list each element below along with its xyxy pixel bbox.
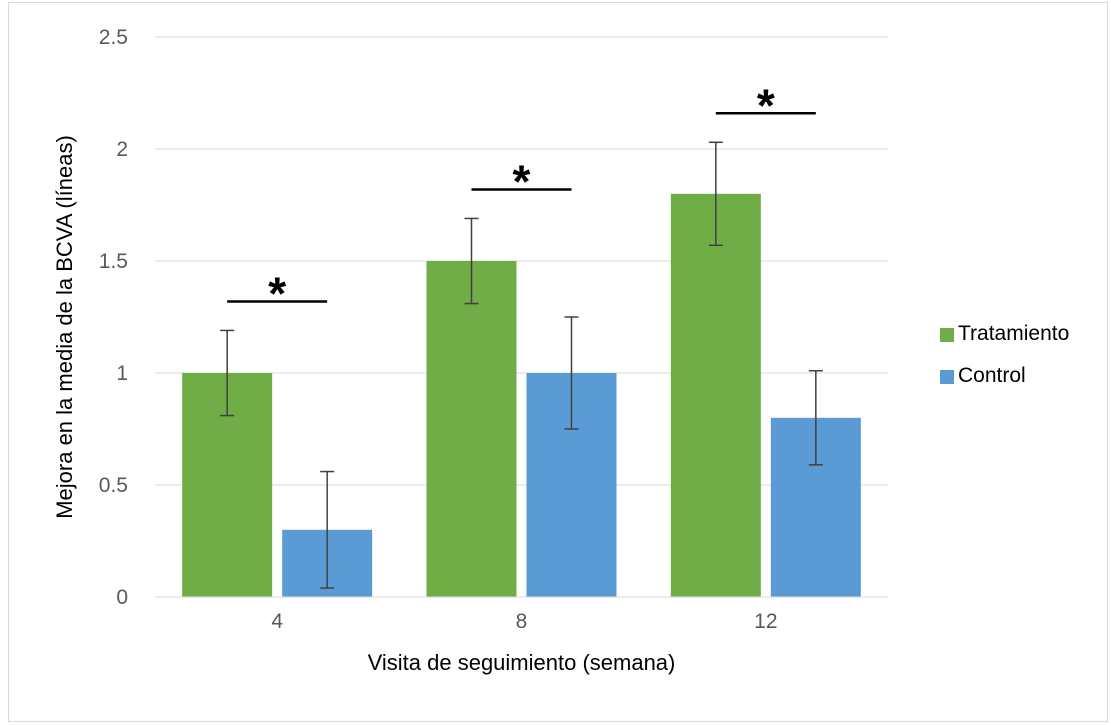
significance-star: * <box>513 155 531 207</box>
x-tick-label: 8 <box>516 610 528 633</box>
y-axis-title: Mejora en la media de la BCVA (líneas) <box>52 135 77 519</box>
legend: Tratamiento Control <box>940 322 1069 387</box>
error-bar <box>708 141 723 247</box>
significance-star: * <box>268 267 286 319</box>
error-bar <box>808 370 823 466</box>
x-tick-label: 4 <box>271 610 283 633</box>
y-tick-label: 1 <box>116 362 128 385</box>
y-tick-label: 0 <box>116 586 128 609</box>
gridlines <box>155 36 888 486</box>
x-axis-title: Visita de seguimiento (semana) <box>368 650 676 675</box>
legend-swatch-control <box>940 370 954 384</box>
bars <box>182 193 861 598</box>
chart-frame <box>8 2 1108 722</box>
x-tick-label: 12 <box>754 610 777 633</box>
error-bar <box>320 470 335 589</box>
error-bar <box>220 329 235 417</box>
legend-label-tratamiento: Tratamiento <box>958 322 1069 345</box>
bar-tratamiento-12 <box>670 193 761 598</box>
x-axis-ticks: 4 8 12 <box>271 610 777 633</box>
significance-markers: * * * <box>227 79 816 319</box>
legend-swatch-tratamiento <box>940 328 954 342</box>
bar-tratamiento-8 <box>426 261 517 597</box>
error-bars <box>220 141 823 589</box>
y-axis-ticks: 0 0.5 1 1.5 2 2.5 <box>99 26 128 609</box>
y-tick-label: 0.5 <box>99 474 128 497</box>
significance-star: * <box>757 79 775 131</box>
y-tick-label: 2.5 <box>99 26 128 49</box>
legend-label-control: Control <box>958 364 1026 387</box>
y-tick-label: 1.5 <box>99 250 128 273</box>
y-tick-label: 2 <box>116 138 128 161</box>
error-bar <box>464 217 479 305</box>
error-bar <box>564 316 579 430</box>
